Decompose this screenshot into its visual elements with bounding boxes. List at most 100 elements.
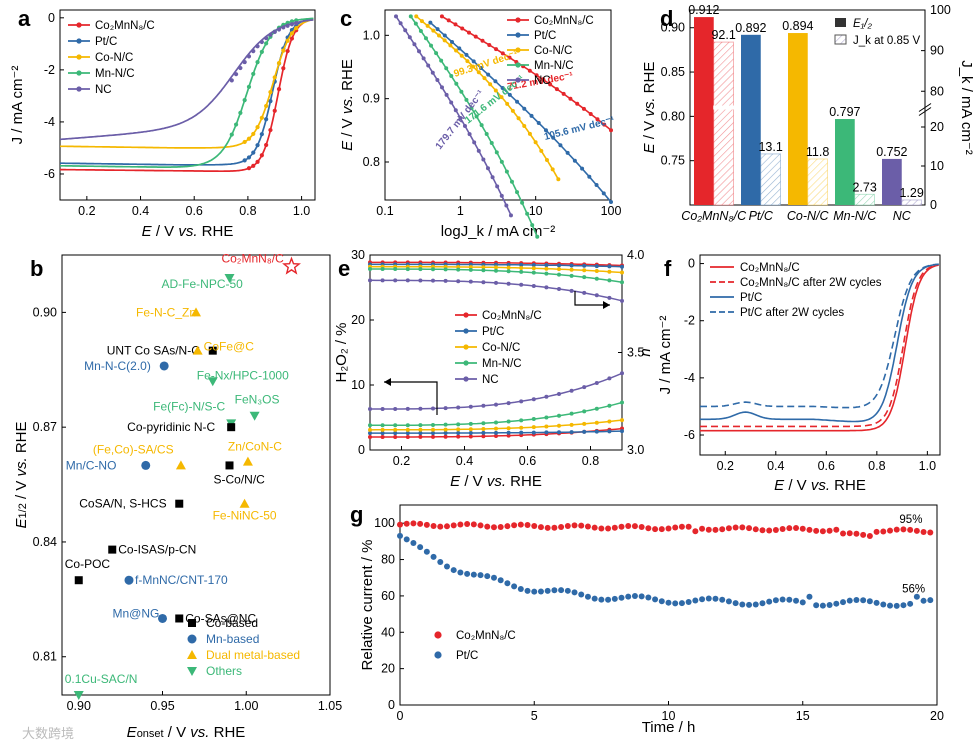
- panel-f-x-tick-label: 1.0: [919, 459, 936, 473]
- panel-g-co2mnn8-point: [685, 523, 692, 530]
- panel-g-co2mnn8-point: [819, 528, 826, 535]
- panel-c-legend-2-label: Co-N/C: [534, 45, 572, 57]
- panel-b-point-label: Mn/C-NO: [66, 458, 117, 472]
- panel-g-x-tick-label: 10: [662, 709, 676, 723]
- panel-c-point: [435, 27, 440, 32]
- panel-c-point: [550, 167, 555, 172]
- panel-e-n-point: [456, 279, 461, 284]
- panel-g-co2mnn8-point: [537, 524, 544, 531]
- panel-e-h2o2-point: [456, 427, 461, 432]
- panel-d-legend-label: J_k at 0.85 V: [853, 35, 920, 47]
- panel-c-point: [403, 28, 408, 33]
- panel-c-point: [601, 191, 606, 196]
- panel-e-n-point: [418, 267, 423, 272]
- panel-c-point: [449, 73, 454, 78]
- panel-e-h2o2-point: [380, 431, 385, 436]
- panel-e-legend-1-label: Pt/C: [482, 326, 504, 338]
- panel-a-point: [272, 75, 277, 80]
- panel-b-point-others: [207, 377, 218, 387]
- panel-g-ptc-point: [739, 601, 746, 608]
- panel-c-point: [609, 128, 613, 133]
- panel-c-point: [504, 169, 509, 174]
- panel-e-y2-tick-label: 4.0: [627, 248, 644, 262]
- panel-g-co2mnn8-point: [826, 527, 833, 534]
- panel-e-legend-3-label: Mn-N/C: [482, 358, 522, 370]
- panel-g-ptc-point: [846, 597, 853, 604]
- panel-g-ptc-point: [524, 587, 531, 594]
- panel-g-label: g: [350, 502, 363, 527]
- panel-e-n-point: [607, 278, 612, 283]
- panel-c-point: [602, 122, 607, 127]
- panel-b-label: b: [30, 256, 43, 281]
- axis-label-part: RHE: [506, 473, 542, 490]
- panel-c-point: [486, 72, 491, 77]
- panel-e-legend-4-label: NC: [482, 374, 499, 386]
- panel-e-h2o2-point: [519, 418, 524, 423]
- panel-e-h2o2-point: [443, 422, 448, 427]
- panel-c-point: [398, 21, 403, 26]
- panel-c-point: [525, 211, 530, 216]
- panel-g-co2mnn8-point: [732, 524, 739, 531]
- panel-c-point: [575, 101, 580, 106]
- panel-b-x-tick-label: 1.00: [234, 699, 258, 713]
- panel-g-co2mnn8-point: [403, 520, 410, 527]
- panel-c-point: [493, 88, 498, 93]
- panel-g-ptc-point: [511, 583, 518, 590]
- panel-e-n-point: [557, 267, 561, 272]
- panel-e-h2o2-point: [494, 420, 498, 425]
- panel-c-y-tick-label: 1.0: [363, 28, 380, 42]
- panel-b-point-label: Co-ISAS/p-CN: [118, 543, 196, 557]
- panel-c-point: [473, 34, 478, 39]
- panel-g-co2mnn8-point: [779, 526, 786, 533]
- panel-c-point: [429, 43, 434, 48]
- panel-e-y-tick-label: 0: [358, 443, 365, 457]
- panel-a-point: [255, 44, 260, 49]
- axis-label-part: onset: [137, 728, 164, 740]
- panel-e-h2o2-point: [380, 427, 385, 432]
- panel-g-co2mnn8-point: [786, 525, 793, 532]
- panel-e-h2o2-point: [431, 406, 435, 411]
- panel-a-x-tick-label: 0.8: [239, 204, 256, 218]
- panel-e-h2o2-point: [380, 434, 385, 439]
- panel-c-point: [430, 70, 435, 75]
- panel-g-co2mnn8-point: [497, 524, 504, 531]
- panel-a-point: [246, 136, 252, 141]
- panel-g-y-tick-label: 40: [381, 625, 395, 639]
- panel-d-y2-tick-label: 20: [930, 120, 944, 134]
- panel-g-co2mnn8-point: [625, 523, 632, 530]
- panel-e-n-point: [594, 264, 599, 269]
- panel-d-y2-tick-label: 0: [930, 198, 937, 212]
- panel-e-h2o2-point: [456, 431, 461, 436]
- panel-e-n-point: [531, 263, 536, 268]
- axis-label-part: E: [339, 140, 356, 151]
- panel-b-point-label: AD-Fe-NPC-50: [162, 277, 244, 291]
- axis-label-part: / V: [13, 477, 30, 504]
- panel-g-ptc-point: [477, 572, 484, 579]
- panel-a-point: [229, 78, 234, 83]
- panel-c-point: [565, 150, 570, 155]
- panel-b-y-tick-label: 0.81: [33, 650, 57, 664]
- panel-a-legend-0-marker: [76, 22, 82, 28]
- panel-g-ptc-point: [725, 598, 732, 605]
- panel-c-point: [423, 36, 428, 41]
- panel-d-legend-hatched: [834, 34, 847, 45]
- panel-g-ptc-point: [665, 599, 672, 606]
- panel-c-point: [558, 143, 563, 148]
- panel-g-co2mnn8-point: [470, 521, 477, 528]
- panel-e-left-arrow: [384, 381, 438, 415]
- panel-a-x-tick-label: 0.6: [186, 204, 203, 218]
- panel-c-point: [594, 183, 599, 188]
- panel-b-legend-label: Dual metal-based: [206, 648, 300, 662]
- panel-a-point: [242, 59, 247, 65]
- axis-label-part: / V: [164, 724, 191, 741]
- panel-b-point-label: FeN₃OS: [235, 393, 280, 407]
- panel-c-point: [448, 43, 453, 48]
- panel-d-y-tick-label: 0.80: [661, 109, 685, 123]
- panel-g-co2mnn8-point: [920, 529, 927, 536]
- panel-g-ptc-end-label: 56%: [902, 583, 925, 595]
- panel-c-point: [505, 101, 510, 106]
- panel-e-n-point: [405, 278, 410, 283]
- panel-e-n-point: [569, 263, 574, 268]
- panel-g-legend-marker: [434, 651, 442, 659]
- axis-label-part: vs.: [641, 97, 658, 116]
